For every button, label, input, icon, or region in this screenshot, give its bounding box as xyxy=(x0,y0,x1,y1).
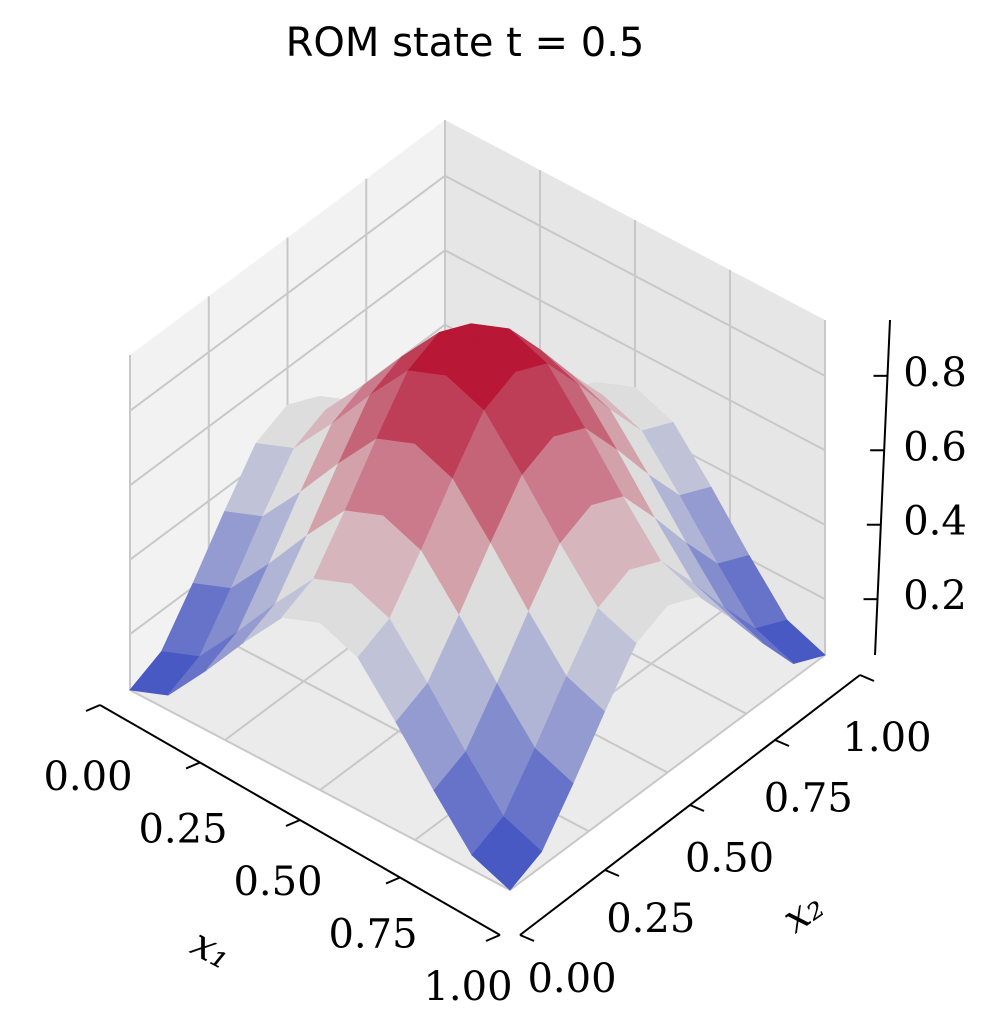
y-axis-label: x₂ xyxy=(774,883,832,943)
tick-mark xyxy=(774,739,790,747)
axis-line xyxy=(874,319,891,656)
tick-mark xyxy=(689,804,705,812)
grid-line xyxy=(444,174,826,377)
z-tick-label: 0.2 xyxy=(903,573,967,619)
y-tick-label: 0.75 xyxy=(764,775,853,821)
x-axis-label: x₁ xyxy=(184,920,240,979)
tick-mark xyxy=(519,934,535,942)
z-tick-label: 0.4 xyxy=(903,499,967,545)
y-tick-label: 1.00 xyxy=(842,715,931,761)
surface-patch xyxy=(471,816,543,891)
y-tick-label: 0.25 xyxy=(606,896,695,942)
x-tick-label: 1.00 xyxy=(423,964,512,1010)
tick-mark xyxy=(185,761,201,770)
z-tick-label: 0.6 xyxy=(903,424,967,470)
x-tick-label: 0.50 xyxy=(233,859,322,905)
x-tick-label: 0.75 xyxy=(328,912,417,958)
z-tick-label: 0.8 xyxy=(903,350,967,396)
tick-mark xyxy=(604,869,620,877)
grid-line xyxy=(129,249,446,487)
x-tick-label: 0.00 xyxy=(43,754,132,800)
grid-line xyxy=(129,689,511,891)
x-tick-label: 0.25 xyxy=(138,807,227,853)
y-tick-label: 0.00 xyxy=(527,956,616,1002)
tick-mark xyxy=(285,819,301,827)
grid-line xyxy=(444,249,826,452)
tick-mark xyxy=(859,674,875,682)
tick-mark xyxy=(85,704,101,712)
tick-mark xyxy=(485,934,501,942)
y-tick-label: 0.50 xyxy=(685,836,774,882)
chart-title: ROM state t = 0.5 xyxy=(286,20,645,66)
tick-mark xyxy=(385,876,401,885)
grid-line xyxy=(129,175,446,412)
